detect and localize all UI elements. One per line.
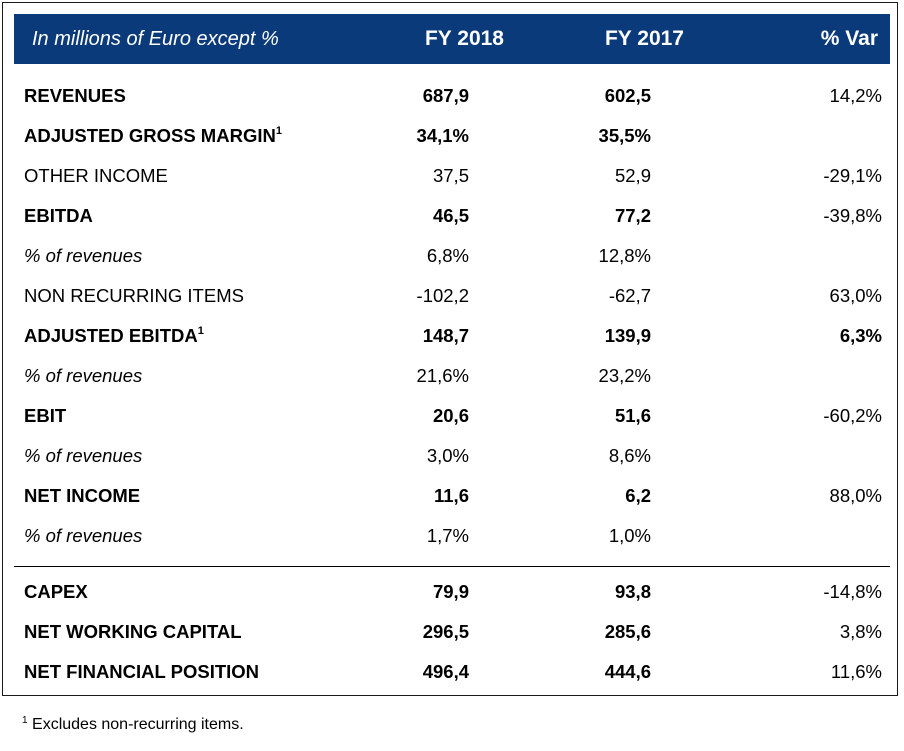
table-row-net-working-capital: NET WORKING CAPITAL 296,5 285,6 3,8% bbox=[14, 612, 890, 652]
row-label-text: ADJUSTED EBITDA bbox=[24, 325, 198, 346]
table-row-ebit: EBIT 20,6 51,6 -60,2% bbox=[14, 396, 890, 436]
cell-fy2018: 21,6% bbox=[416, 365, 469, 386]
cell-var: 11,6% bbox=[830, 661, 882, 682]
cell-fy2017: 285,6 bbox=[604, 621, 651, 642]
footnote-marker: 1 bbox=[22, 715, 28, 726]
cell-var: -14,8% bbox=[823, 581, 882, 602]
cell-fy2018: 148,7 bbox=[422, 325, 469, 346]
header-fy2017: FY 2017 bbox=[604, 27, 684, 50]
cell-fy2017: 139,9 bbox=[604, 325, 651, 346]
row-label: % of revenues bbox=[24, 365, 143, 386]
row-label: REVENUES bbox=[24, 85, 126, 106]
footnote-marker: 1 bbox=[275, 125, 282, 137]
footnote-text: Excludes non-recurring items. bbox=[32, 716, 244, 733]
cell-fy2018: 79,9 bbox=[432, 581, 469, 602]
cell-fy2018: 687,9 bbox=[422, 85, 469, 106]
cell-fy2017: 35,5% bbox=[598, 125, 651, 146]
cell-var: -39,8% bbox=[823, 205, 882, 226]
cell-fy2018: 496,4 bbox=[422, 661, 469, 682]
row-label: NET INCOME bbox=[24, 485, 141, 506]
cell-fy2017: 6,2 bbox=[625, 485, 651, 506]
table-row-net-financial-position: NET FINANCIAL POSITION 496,4 444,6 11,6% bbox=[14, 652, 890, 692]
row-label: EBITDA bbox=[24, 205, 93, 226]
cell-fy2017: 77,2 bbox=[614, 205, 651, 226]
table-row-adjusted-ebitda: ADJUSTED EBITDA1 148,7 139,9 6,3% bbox=[14, 316, 890, 356]
row-label: % of revenues bbox=[24, 445, 143, 466]
cell-var: 88,0% bbox=[829, 485, 882, 506]
cell-fy2017: 12,8% bbox=[598, 245, 651, 266]
cell-fy2018: 34,1% bbox=[416, 125, 469, 146]
table-row-other-income: OTHER INCOME 37,5 52,9 -29,1% bbox=[14, 156, 890, 196]
cell-fy2018: 3,0% bbox=[426, 445, 469, 466]
row-label: % of revenues bbox=[24, 525, 143, 546]
row-label: NON RECURRING ITEMS bbox=[24, 285, 244, 306]
cell-fy2017: 444,6 bbox=[604, 661, 651, 682]
cell-fy2018: 11,6 bbox=[434, 485, 469, 506]
table-row-ebitda: EBITDA 46,5 77,2 -39,8% bbox=[14, 196, 890, 236]
row-label: EBIT bbox=[24, 405, 67, 426]
cell-fy2018: 46,5 bbox=[432, 205, 469, 226]
table-row-net-income: NET INCOME 11,6 6,2 88,0% bbox=[14, 476, 890, 516]
row-label: ADJUSTED GROSS MARGIN1 bbox=[24, 116, 282, 156]
cell-var bbox=[774, 116, 882, 156]
table-row-adjusted-ebitda-pct: % of revenues 21,6% 23,2% bbox=[14, 356, 890, 396]
cell-var bbox=[774, 436, 882, 476]
cell-var: -29,1% bbox=[823, 165, 882, 186]
table-row-non-recurring-items: NON RECURRING ITEMS -102,2 -62,7 63,0% bbox=[14, 276, 890, 316]
cell-fy2017: 602,5 bbox=[604, 85, 651, 106]
header-var: % Var bbox=[820, 27, 878, 50]
cell-var: 14,2% bbox=[829, 85, 882, 106]
table-row-revenues: REVENUES 687,9 602,5 14,2% bbox=[14, 76, 890, 116]
footnote: 1 Excludes non-recurring items. bbox=[22, 716, 244, 734]
cell-var: 6,3% bbox=[839, 325, 882, 346]
cell-fy2017: 23,2% bbox=[598, 365, 651, 386]
cell-fy2018: 6,8% bbox=[426, 245, 469, 266]
cell-fy2017: 8,6% bbox=[608, 445, 651, 466]
row-label-text: ADJUSTED GROSS MARGIN bbox=[24, 125, 276, 146]
table-frame bbox=[2, 2, 898, 696]
cell-var: 63,0% bbox=[829, 285, 882, 306]
cell-var: 3,8% bbox=[839, 621, 882, 642]
cell-var bbox=[774, 356, 882, 396]
section-divider bbox=[14, 566, 890, 567]
row-label: CAPEX bbox=[24, 581, 88, 602]
cell-fy2017: -62,7 bbox=[608, 285, 651, 306]
table-row-capex: CAPEX 79,9 93,8 -14,8% bbox=[14, 572, 890, 612]
table-row-adjusted-gross-margin: ADJUSTED GROSS MARGIN1 34,1% 35,5% bbox=[14, 116, 890, 156]
cell-fy2018: 296,5 bbox=[422, 621, 469, 642]
cell-fy2018: 20,6 bbox=[432, 405, 469, 426]
cell-fy2017: 1,0% bbox=[608, 525, 651, 546]
row-label: OTHER INCOME bbox=[24, 165, 168, 186]
row-label: NET FINANCIAL POSITION bbox=[24, 661, 260, 682]
cell-fy2017: 51,6 bbox=[614, 405, 651, 426]
row-label: NET WORKING CAPITAL bbox=[24, 621, 242, 642]
footnote-marker: 1 bbox=[197, 325, 204, 337]
cell-fy2018: 37,5 bbox=[432, 165, 469, 186]
header-label: In millions of Euro except % bbox=[32, 28, 279, 50]
cell-fy2018: 1,7% bbox=[426, 525, 469, 546]
row-label: ADJUSTED EBITDA1 bbox=[24, 316, 204, 356]
cell-var bbox=[774, 516, 882, 556]
cell-var bbox=[774, 236, 882, 276]
cell-var: -60,2% bbox=[823, 405, 882, 426]
cell-fy2018: -102,2 bbox=[416, 285, 469, 306]
table-header: In millions of Euro except % FY 2018 FY … bbox=[14, 14, 890, 64]
table-row-ebit-pct: % of revenues 3,0% 8,6% bbox=[14, 436, 890, 476]
header-fy2018: FY 2018 bbox=[424, 27, 504, 50]
table-row-ebitda-pct: % of revenues 6,8% 12,8% bbox=[14, 236, 890, 276]
row-label: % of revenues bbox=[24, 245, 143, 266]
cell-fy2017: 52,9 bbox=[614, 165, 651, 186]
table-row-net-income-pct: % of revenues 1,7% 1,0% bbox=[14, 516, 890, 556]
cell-fy2017: 93,8 bbox=[614, 581, 651, 602]
